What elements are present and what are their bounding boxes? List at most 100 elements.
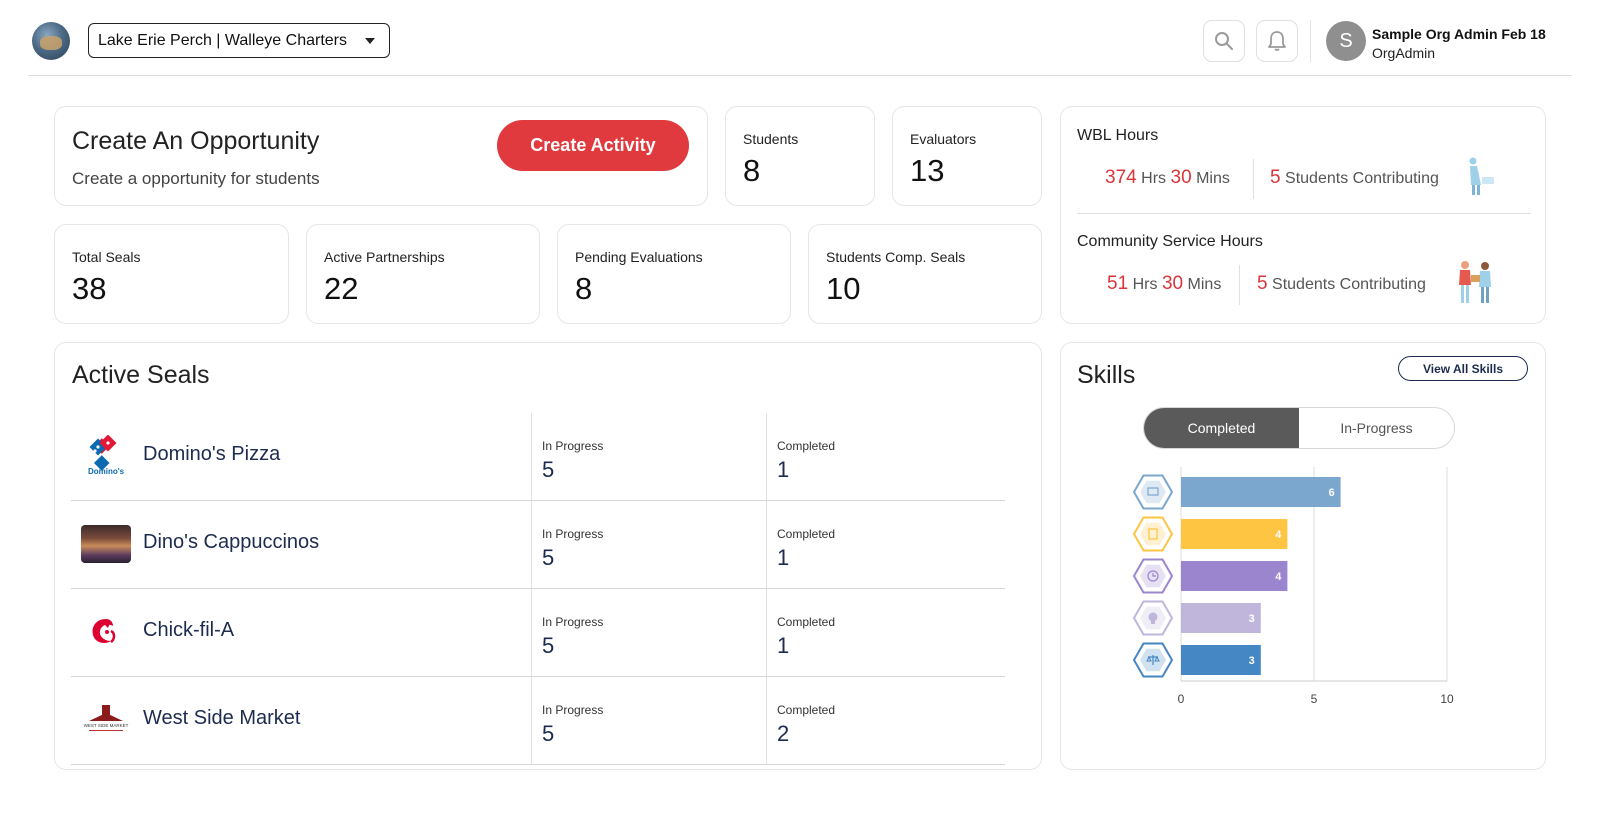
in-progress-label: In Progress (542, 439, 604, 453)
completed-label: Completed (777, 439, 836, 453)
stat-value: 10 (826, 271, 861, 306)
view-all-skills-button[interactable]: View All Skills (1398, 356, 1528, 381)
bar-value-label: 4 (1275, 529, 1282, 541)
skills-card: Skills View All Skills Completed In-Prog… (1060, 342, 1546, 770)
wbl-hrs-unit: Hrs (1141, 170, 1167, 187)
x-tick-label: 0 (1178, 692, 1185, 706)
org-avatar[interactable] (32, 22, 70, 60)
completed-label: Completed (777, 527, 836, 541)
seal-in-progress: In Progress 5 (531, 413, 603, 501)
notifications-button[interactable] (1256, 20, 1298, 62)
completed-value: 1 (777, 633, 790, 658)
stat-card-students: Students 8 (725, 106, 875, 206)
active-seals-card: Active Seals Domino's Domino's Pizza In … (54, 342, 1042, 770)
bar-value-label: 6 (1328, 487, 1334, 499)
completed-value: 1 (777, 545, 790, 570)
seal-row-dinos-cappuccinos[interactable]: Dino's Cappuccinos In Progress 5 Complet… (71, 501, 1005, 589)
skills-bar-chart: 0 5 10 6 4 4 3 3 (1132, 467, 1454, 706)
seal-in-progress: In Progress 5 (531, 589, 603, 677)
tab-completed[interactable]: Completed (1144, 408, 1299, 448)
seal-name[interactable]: Dino's Cappuccinos (143, 531, 320, 553)
seal-completed: Completed 1 (766, 589, 835, 677)
seal-row-west-side-market[interactable]: WEST SIDE MARKET West Side Market In Pro… (71, 677, 1005, 765)
stat-label: Pending Evaluations (575, 249, 703, 265)
tab-in-progress[interactable]: In-Progress (1340, 420, 1413, 436)
hours-separator (1077, 213, 1531, 214)
stat-label: Total Seals (72, 249, 141, 265)
stat-label: Evaluators (910, 131, 977, 147)
stat-value: 8 (575, 271, 593, 306)
stat-value: 22 (324, 271, 359, 306)
seal-row-chick-fil-a[interactable]: Chick-fil-A In Progress 5 Completed 1 (71, 589, 1005, 677)
opportunity-subtitle: Create a opportunity for students (72, 169, 320, 188)
stat-label: Active Partnerships (324, 249, 445, 265)
presentation-icon (1132, 474, 1174, 510)
stat-value: 8 (743, 153, 761, 188)
wbl-hours-total: 374 Hrs 30 Mins (1105, 167, 1230, 189)
seal-name[interactable]: West Side Market (143, 707, 301, 729)
user-avatar[interactable]: S (1326, 21, 1366, 61)
seal-completed: Completed 1 (766, 501, 835, 589)
skills-title: Skills (1077, 361, 1136, 389)
bell-icon (1268, 31, 1286, 51)
wbl-person-illustration-icon (1469, 157, 1494, 195)
seal-completed: Completed 2 (766, 677, 835, 765)
completed-value: 1 (777, 457, 790, 482)
chevron-down-icon (365, 38, 375, 44)
user-role: OrgAdmin (1372, 45, 1436, 61)
wbl-students: 5 Students Contributing (1270, 167, 1439, 189)
community-people-illustration-icon (1459, 261, 1491, 303)
chick-fil-a-logo-icon (92, 619, 116, 643)
skill-bar (1181, 603, 1261, 633)
in-progress-value: 5 (542, 633, 555, 658)
wbl-mins-unit: Mins (1196, 170, 1230, 187)
skill-badge-inner (1140, 522, 1166, 546)
skill-bar (1181, 645, 1261, 675)
community-hrs-value: 51 (1107, 273, 1129, 294)
stat-card-evaluators: Evaluators 13 (892, 106, 1042, 206)
stat-label: Students Comp. Seals (826, 249, 966, 265)
stat-card-total-seals: Total Seals 38 (54, 224, 289, 324)
seal-in-progress: In Progress 5 (531, 501, 603, 589)
top-header: Lake Erie Perch | Walleye Charters (28, 0, 1572, 76)
opportunity-title: Create An Opportunity (72, 127, 320, 155)
create-opportunity-card: Create An Opportunity Create a opportuni… (54, 106, 708, 206)
bar-value-label: 3 (1249, 655, 1255, 667)
community-students: 5 Students Contributing (1257, 273, 1426, 295)
completed-label: Completed (777, 615, 836, 629)
community-mins-unit: Mins (1187, 276, 1222, 293)
search-button[interactable] (1203, 20, 1245, 62)
seal-name[interactable]: Domino's Pizza (143, 443, 281, 465)
completed-label: Completed (777, 703, 836, 717)
community-hours-total: 51 Hrs 30 Mins (1107, 273, 1221, 295)
in-progress-value: 5 (542, 721, 555, 746)
wbl-students-count: 5 (1270, 167, 1281, 188)
wbl-students-label: Students Contributing (1285, 170, 1439, 187)
stat-card-active-partnerships: Active Partnerships 22 (306, 224, 540, 324)
skill-bar (1181, 561, 1288, 591)
x-tick-label: 10 (1440, 692, 1454, 706)
in-progress-label: In Progress (542, 615, 604, 629)
community-hours-title: Community Service Hours (1077, 233, 1263, 250)
org-selector[interactable]: Lake Erie Perch | Walleye Charters (88, 23, 390, 58)
header-divider (1310, 20, 1311, 62)
seal-in-progress: In Progress 5 (531, 677, 603, 765)
stat-label: Students (743, 131, 799, 147)
in-progress-value: 5 (542, 545, 555, 570)
wbl-hrs-value: 374 (1105, 167, 1137, 188)
in-progress-label: In Progress (542, 527, 604, 541)
stat-card-students-comp-seals: Students Comp. Seals 10 (808, 224, 1042, 324)
org-selector-label: Lake Erie Perch | Walleye Charters (98, 31, 347, 49)
create-activity-button[interactable]: Create Activity (497, 120, 689, 171)
wbl-divider (1253, 159, 1254, 199)
community-students-label: Students Contributing (1272, 276, 1426, 293)
notepad-icon (1132, 516, 1174, 552)
seal-row-dominos[interactable]: Domino's Domino's Pizza In Progress 5 Co… (71, 413, 1005, 501)
skill-bar (1181, 477, 1341, 507)
community-students-count: 5 (1257, 273, 1268, 294)
seal-name[interactable]: Chick-fil-A (143, 619, 235, 641)
bar-value-label: 3 (1249, 613, 1255, 625)
hours-card: WBL Hours 374 Hrs 30 Mins 5 Students Con… (1060, 106, 1546, 324)
west-side-market-logo-icon: WEST SIDE MARKET (84, 705, 129, 731)
bar-value-label: 4 (1275, 571, 1282, 583)
